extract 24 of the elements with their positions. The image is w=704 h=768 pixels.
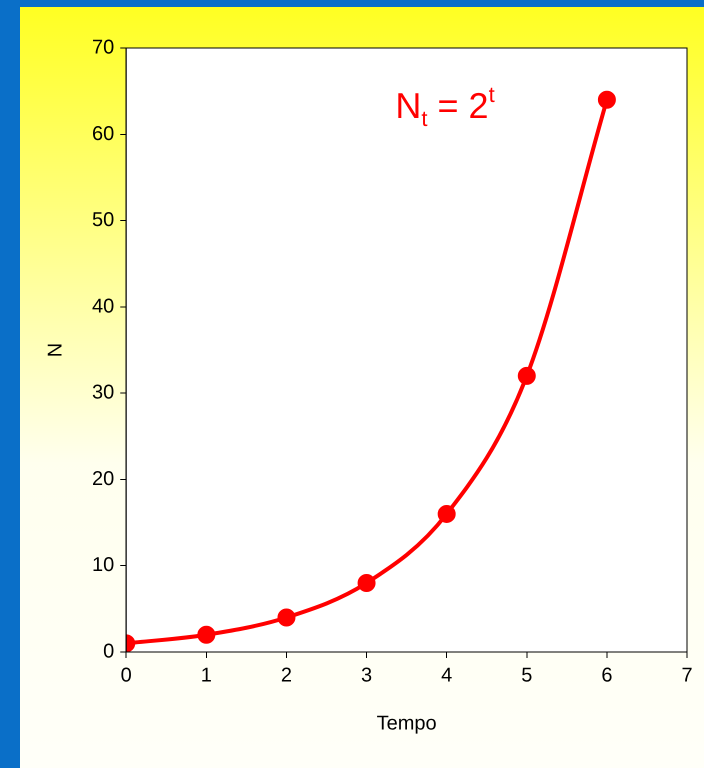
y-tick-label: 40: [92, 295, 114, 318]
point: [518, 366, 536, 385]
y-tick-label: 60: [92, 122, 114, 145]
y-tick-label: 0: [103, 640, 114, 663]
point: [598, 90, 616, 109]
y-tick-label: 20: [92, 468, 114, 490]
point: [197, 626, 216, 644]
x-tick-label: 2: [280, 664, 292, 687]
x-axis-title: Tempo: [376, 712, 437, 735]
x-tick-label: 4: [441, 664, 452, 687]
x-tick-label: 1: [200, 664, 212, 687]
x-tick-label: 0: [120, 664, 132, 687]
x-tick-label: 6: [601, 664, 612, 687]
point: [438, 504, 456, 523]
x-tick-label: 5: [521, 664, 532, 687]
y-tick-label: 50: [92, 209, 114, 232]
y-tick-label: 30: [92, 382, 114, 404]
y-axis-title: N: [44, 342, 67, 358]
x-tick-label: 7: [681, 664, 693, 687]
y-tick-label: 10: [92, 554, 114, 576]
point: [358, 574, 376, 592]
x-tick-label: 3: [361, 664, 372, 687]
y-tick-label: 70: [92, 36, 114, 59]
point: [277, 608, 296, 626]
